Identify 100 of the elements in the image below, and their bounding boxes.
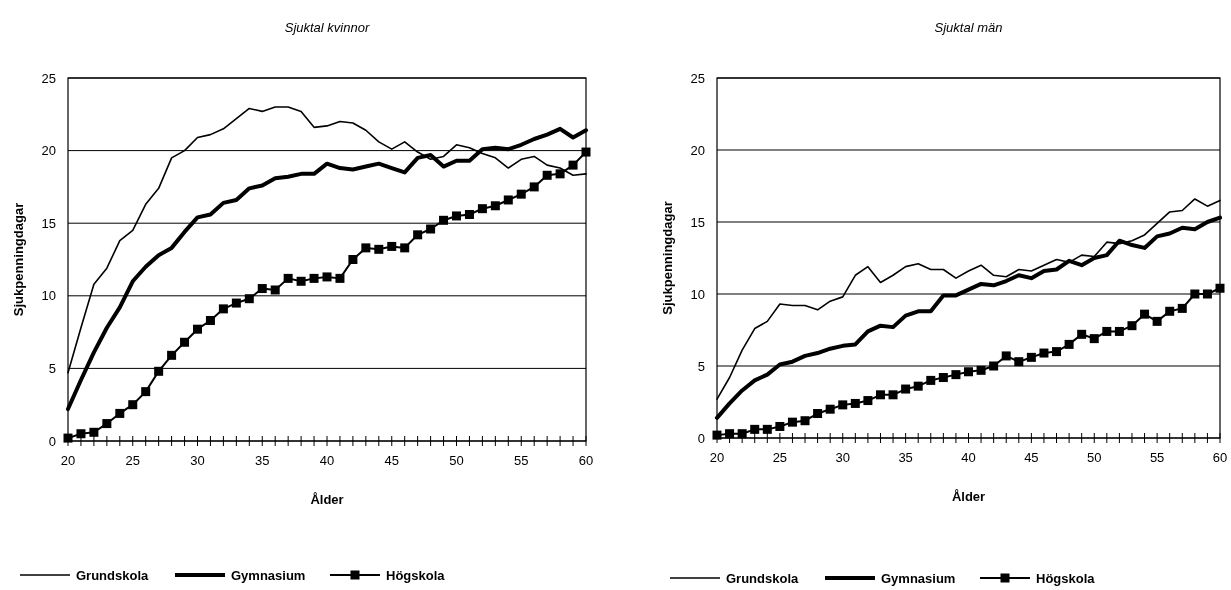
point [581,147,591,157]
x-tick-label: 40 [319,453,335,468]
x-tick-label: 20 [709,450,725,465]
point [257,284,267,294]
point [348,255,358,264]
y-tick-label: 25 [690,70,705,86]
point [167,350,177,360]
point [1127,321,1137,331]
point [1177,303,1187,313]
point [951,370,961,380]
point [1052,347,1062,357]
point [725,429,735,439]
point [270,285,280,295]
point [439,215,449,225]
point [477,204,487,214]
point [775,421,785,431]
point [205,315,215,325]
point [154,366,164,376]
x-axis-title: Ålder [951,489,986,504]
x-tick-label: 50 [449,453,464,468]
x-tick-label: 50 [1087,450,1102,465]
point [1140,309,1150,319]
point [913,381,923,391]
point [387,241,397,251]
point [568,160,578,170]
point [838,400,848,410]
legend-label: Gymnasium [881,570,956,586]
y-tick-label: 20 [690,142,705,158]
point [374,244,384,254]
point [800,416,810,426]
point [1102,326,1112,336]
point [825,404,835,414]
point [737,429,747,439]
point [309,273,319,283]
point [218,304,228,314]
point [361,243,371,253]
point [1014,357,1024,367]
point [850,398,860,408]
point [193,324,202,334]
point [76,429,86,439]
x-tick-label: 35 [898,450,913,465]
point [1114,326,1124,336]
y-tick-label: 15 [690,214,705,230]
y-tick-label: 0 [697,430,705,446]
point [926,375,936,385]
point [1152,316,1162,326]
point [964,367,973,377]
point [283,273,293,283]
x-tick-label: 30 [190,453,205,468]
point [400,243,410,253]
point [787,417,797,427]
point [322,272,332,282]
x-tick-label: 45 [1024,450,1039,465]
point [413,230,423,240]
y-axis-title: Sjukpenningdagar [11,202,26,317]
point [1026,352,1036,362]
x-tick-label: 55 [1149,450,1165,465]
y-tick-label: 5 [697,358,705,374]
x-tick-label: 45 [384,453,399,468]
point [426,224,436,234]
point [1077,329,1087,339]
y-tick-label: 20 [41,143,56,159]
point [813,409,823,419]
point [141,387,151,397]
x-tick-label: 20 [60,453,76,468]
point [901,384,911,394]
point [244,294,254,304]
y-tick-label: 0 [48,433,56,449]
point [863,396,873,406]
point [296,276,306,286]
point [1165,306,1175,316]
point [1089,334,1099,344]
y-tick-label: 25 [41,70,56,86]
legend-label: Högskola [1036,570,1096,586]
legend-label: Gymnasium [231,567,306,583]
point [503,195,513,205]
point [102,419,112,429]
y-tick-label: 10 [41,288,56,304]
x-tick-label: 40 [961,450,976,465]
x-tick-label: 60 [1212,450,1228,465]
point [1064,339,1074,349]
x-tick-label: 35 [255,453,270,468]
point [750,424,760,434]
point [115,408,125,418]
legend-label: Grundskola [726,570,800,586]
x-tick-label: 30 [835,450,850,465]
point [1039,348,1049,358]
chart-title: Sjuktal kvinnor [284,20,370,35]
point [1001,351,1011,361]
point [938,373,948,383]
legend-label: Högskola [386,567,446,583]
point [452,211,461,221]
legend-label: Grundskola [76,567,150,583]
point [875,390,885,400]
point [128,400,138,410]
point [762,424,772,434]
point [464,209,474,219]
point [888,390,898,400]
point [516,189,526,199]
point [335,273,345,283]
